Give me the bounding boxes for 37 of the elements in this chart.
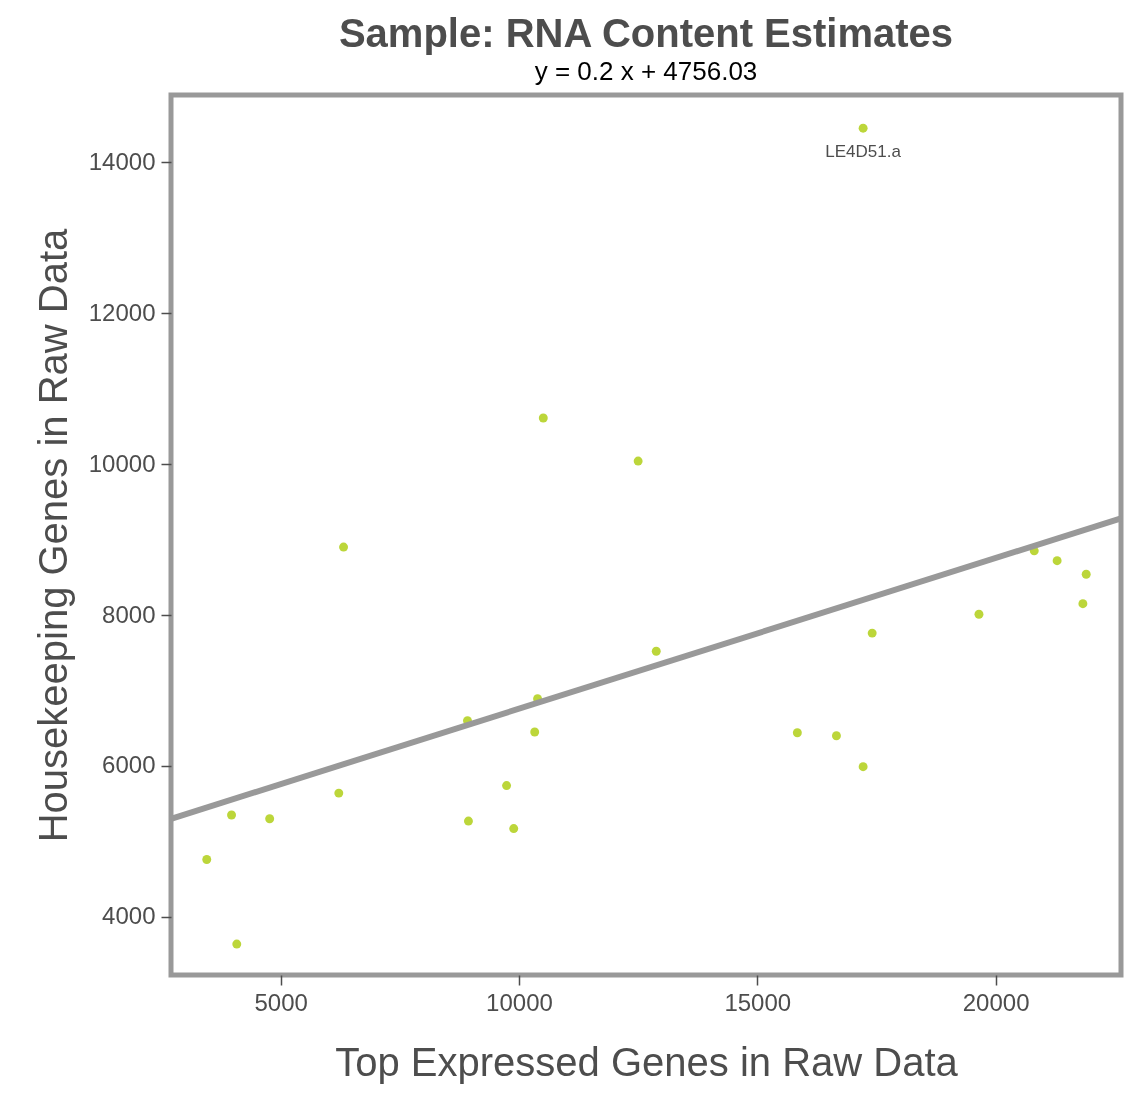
point xyxy=(974,609,984,619)
x-tick-label: 5000 xyxy=(254,988,308,1016)
point xyxy=(633,456,643,466)
annotation: LE4D51.a xyxy=(825,142,902,162)
point xyxy=(265,814,275,824)
y-tick-label: 10000 xyxy=(88,449,156,477)
x-tick-label: 15000 xyxy=(724,988,792,1016)
point xyxy=(334,788,344,798)
point xyxy=(227,810,237,820)
point xyxy=(530,727,540,737)
y-tick-label: 12000 xyxy=(88,298,156,326)
x-tick-label: 20000 xyxy=(962,988,1030,1016)
x-tick-label: 10000 xyxy=(486,988,553,1016)
point xyxy=(232,939,242,949)
y-tick-label: 4000 xyxy=(102,902,156,930)
chart-title: Sample: RNA Content Estimates xyxy=(338,11,954,55)
point xyxy=(339,542,349,552)
point xyxy=(1078,599,1088,609)
y-axis-title: Housekeeping Genes in Raw Data xyxy=(30,227,75,843)
x-axis-title: Top Expressed Genes in Raw Data xyxy=(335,1039,959,1084)
point xyxy=(858,123,868,133)
point xyxy=(867,628,877,638)
chart-subtitle: y = 0.2 x + 4756.03 xyxy=(534,56,758,86)
point xyxy=(202,855,212,864)
point xyxy=(1081,569,1091,579)
point xyxy=(463,816,473,826)
point xyxy=(651,646,661,656)
y-tick-label: 8000 xyxy=(102,600,156,628)
point xyxy=(1052,556,1062,566)
point xyxy=(831,731,841,741)
point xyxy=(538,413,548,423)
y-tick-label: 6000 xyxy=(102,751,156,779)
point xyxy=(509,824,519,834)
point xyxy=(858,762,868,772)
point xyxy=(792,728,802,738)
point xyxy=(502,781,512,791)
y-tick-label: 14000 xyxy=(88,147,156,175)
